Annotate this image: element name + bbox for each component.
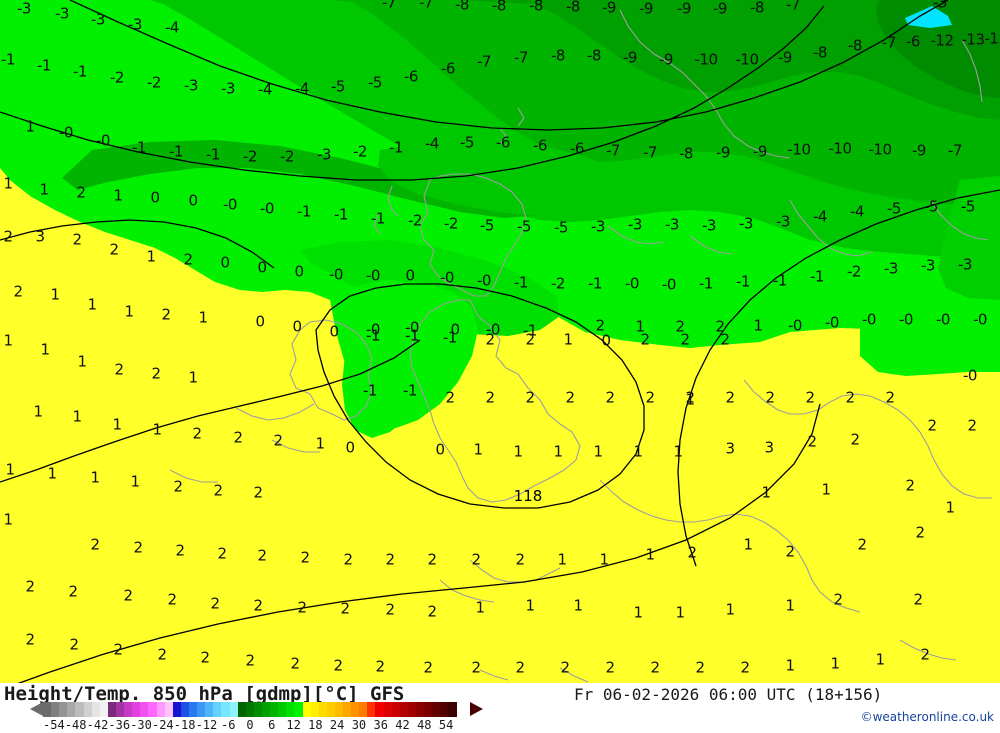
colorbar-swatch [351, 702, 360, 717]
colorbar-tick: 12 [286, 718, 301, 732]
colorbar-swatch [213, 702, 222, 717]
colorbar-swatch [359, 702, 368, 717]
colorbar-swatch [294, 702, 303, 717]
colorbar-swatch [180, 702, 189, 717]
colorbar-swatch [107, 702, 116, 717]
colorbar-swatch [448, 702, 457, 717]
colorbar-swatch [83, 702, 92, 717]
band-scotland-dark [378, 140, 630, 216]
colorbar-swatch [172, 702, 181, 717]
colorbar-swatch [67, 702, 76, 717]
water-marker-icon [905, 6, 952, 28]
model-run-timestamp: Fr 06-02-2026 06:00 UTC (18+156) [574, 685, 883, 704]
colorbar-tick: -30 [130, 718, 152, 732]
colorbar-swatch [205, 702, 214, 717]
geopotential-contour-layer [0, 0, 1000, 683]
coastline-layer [169, 9, 992, 683]
product-title: Height/Temp. 850 hPa [gdmp][°C] GFS [4, 683, 405, 705]
colorbar-tick: 24 [329, 718, 345, 732]
colorbar-swatch [164, 702, 173, 717]
colorbar-swatch [91, 702, 100, 717]
colorbar-tick: 0 [246, 718, 254, 732]
colorbar-swatch [99, 702, 108, 717]
colorbar-swatch [416, 702, 425, 717]
colorbar-swatch [432, 702, 441, 717]
colorbar-tick: -12 [195, 718, 218, 732]
map-footer: Height/Temp. 850 hPa [gdmp][°C] GFS Fr 0… [0, 683, 1000, 733]
colorbar-tick: -36 [108, 718, 131, 732]
colorbar-tick: 48 [417, 718, 432, 732]
colorbar-swatch [367, 702, 376, 717]
map-canvas [0, 0, 1000, 683]
colorbar-swatch [59, 702, 68, 717]
colorbar-swatch [124, 702, 133, 717]
weather-map[interactable]: -3 -3 -3 -3 -4 -7 -7 -8 -8 -8 -8 -9 -9 -9 -9 -8 -7 -3 -1 -1… [0, 0, 1000, 683]
colorbar-swatch [148, 702, 157, 717]
colorbar-swatch [140, 702, 149, 717]
colorbar-swatch [75, 702, 84, 717]
colorbar-tick: -6 [220, 718, 236, 732]
colorbar-swatch [391, 702, 400, 717]
colorbar-swatches [43, 702, 457, 717]
colorbar-swatch [375, 702, 384, 717]
band-ireland-green [330, 280, 478, 428]
colorbar-swatch [270, 702, 279, 717]
colorbar-tick: 36 [373, 718, 388, 732]
colorbar-tick: 18 [308, 718, 323, 732]
colorbar-low-arrow-icon [30, 702, 43, 716]
band-topleft-light [0, 0, 120, 96]
colorbar-swatch [245, 702, 254, 717]
colorbar-swatch [261, 702, 271, 717]
geopotential-contour-label: 118 [513, 487, 543, 505]
colorbar-swatch [383, 702, 392, 717]
colorbar-swatch [115, 702, 125, 717]
copyright-notice: ©weatheronline.co.uk [860, 710, 994, 724]
colorbar-tick: 30 [351, 718, 367, 732]
colorbar-swatch [253, 702, 262, 717]
colorbar-swatch [440, 702, 449, 717]
band-left-green-sliver [0, 100, 22, 146]
colorbar-tick: -54 [43, 718, 65, 732]
temperature-shading-layer [0, 0, 1000, 438]
colorbar-tick: -48 [64, 718, 87, 732]
colorbar-swatch [343, 702, 352, 717]
colorbar-swatch [407, 702, 417, 717]
colorbar-swatch [424, 702, 433, 717]
colorbar-swatch [237, 702, 246, 717]
colorbar-swatch [221, 702, 230, 717]
temperature-colorbar[interactable] [30, 702, 483, 717]
colorbar-swatch [132, 702, 141, 717]
colorbar-tick: 54 [438, 718, 454, 732]
band-ne-edge [938, 176, 1000, 300]
band-right-green [860, 304, 1000, 376]
colorbar-tick: -18 [173, 718, 196, 732]
colorbar-tick: -42 [86, 718, 109, 732]
colorbar-swatch [334, 702, 344, 717]
colorbar-tick-labels: -54 -48 -42 -36 -30 -24 -18 -12 -6 0 6 12 18 24 30 36 42… [25, 718, 475, 732]
colorbar-swatch [399, 702, 408, 717]
colorbar-swatch [278, 702, 287, 717]
colorbar-swatch [326, 702, 335, 717]
colorbar-swatch [286, 702, 295, 717]
colorbar-swatch [229, 702, 238, 717]
colorbar-tick: 42 [395, 718, 410, 732]
colorbar-swatch [310, 702, 319, 717]
colorbar-high-arrow-icon [470, 702, 483, 716]
band-minus10-shade [460, 0, 1000, 120]
colorbar-swatch [43, 702, 52, 717]
colorbar-swatch [188, 702, 198, 717]
colorbar-swatch [51, 702, 60, 717]
colorbar-tick: 6 [268, 718, 276, 732]
colorbar-swatch [197, 702, 206, 717]
colorbar-tick: -24 [151, 718, 174, 732]
colorbar-swatch [302, 702, 311, 717]
colorbar-swatch [318, 702, 327, 717]
colorbar-swatch [156, 702, 165, 717]
